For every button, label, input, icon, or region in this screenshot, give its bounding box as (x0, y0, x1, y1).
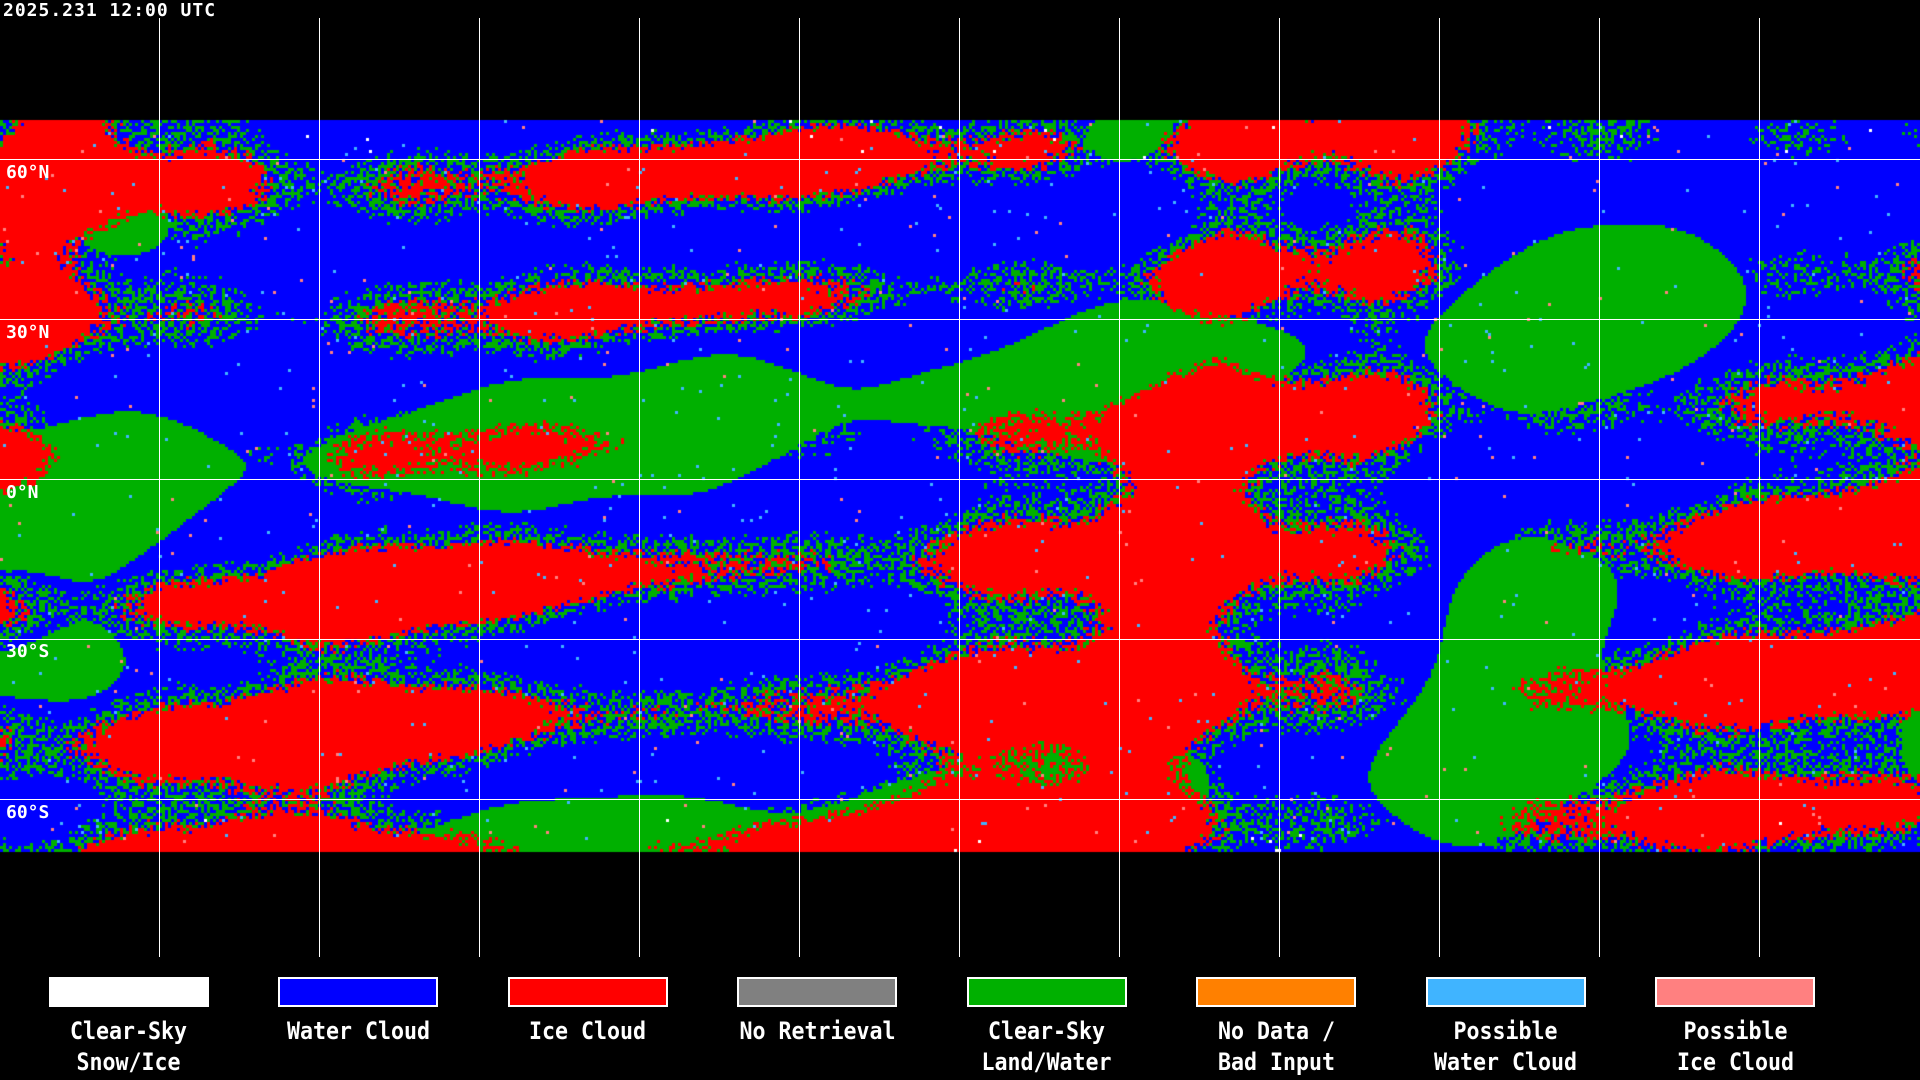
longitude-gridline (639, 18, 640, 957)
legend-label: Ice Cloud (528, 1017, 647, 1045)
longitude-gridline (1599, 18, 1600, 957)
latitude-gridline (0, 479, 1920, 480)
latitude-gridline (0, 319, 1920, 320)
timestamp-title: 2025.231 12:00 UTC (3, 0, 217, 21)
longitude-gridline (959, 18, 960, 957)
legend-swatch (48, 977, 209, 1007)
longitude-gridline (1119, 18, 1120, 957)
legend-item: Possible Water Cloud (1391, 977, 1620, 1078)
legend-item: Water Cloud (244, 977, 473, 1047)
longitude-gridline (1439, 18, 1440, 957)
longitude-gridline (1279, 18, 1280, 957)
legend-item: Ice Cloud (473, 977, 702, 1047)
longitude-gridline (319, 18, 320, 957)
legend-item: No Retrieval (703, 977, 932, 1047)
lat-label-60n: 60°N (6, 162, 50, 183)
legend-swatch (966, 977, 1127, 1007)
longitude-gridline (1759, 18, 1760, 957)
legend-swatch (737, 977, 897, 1007)
lat-label-60s: 60°S (6, 802, 50, 823)
legend-label: No Retrieval (738, 1017, 896, 1045)
legend-item: Clear-Sky Land/Water (932, 977, 1161, 1078)
longitude-gridline (479, 18, 480, 957)
legend-label: Possible Ice Cloud (1676, 1017, 1794, 1076)
latitude-gridline (0, 799, 1920, 800)
lat-label-0n: 0°N (6, 482, 39, 503)
lat-label-30n: 30°N (6, 322, 50, 343)
legend-label: No Data / Bad Input (1217, 1017, 1335, 1076)
legend-label: Possible Water Cloud (1433, 1017, 1578, 1076)
longitude-gridline (799, 18, 800, 957)
legend-swatch (1196, 977, 1356, 1007)
legend-label: Clear-Sky Land/Water (981, 1017, 1112, 1076)
legend-label: Water Cloud (286, 1017, 430, 1045)
lat-label-30s: 30°S (6, 641, 50, 662)
latitude-gridline (0, 159, 1920, 160)
legend-item: No Data / Bad Input (1162, 977, 1391, 1078)
legend-item: Clear-Sky Snow/Ice (14, 977, 243, 1078)
legend-swatch (1425, 977, 1586, 1007)
legend-label: Clear-Sky Snow/Ice (69, 1017, 188, 1076)
legend-swatch (1655, 977, 1815, 1007)
legend-swatch (507, 977, 668, 1007)
longitude-gridline (159, 18, 160, 957)
legend-item: Possible Ice Cloud (1621, 977, 1850, 1078)
cloud-phase-map (0, 0, 1920, 959)
legend-swatch (278, 977, 438, 1007)
latitude-gridline (0, 639, 1920, 640)
